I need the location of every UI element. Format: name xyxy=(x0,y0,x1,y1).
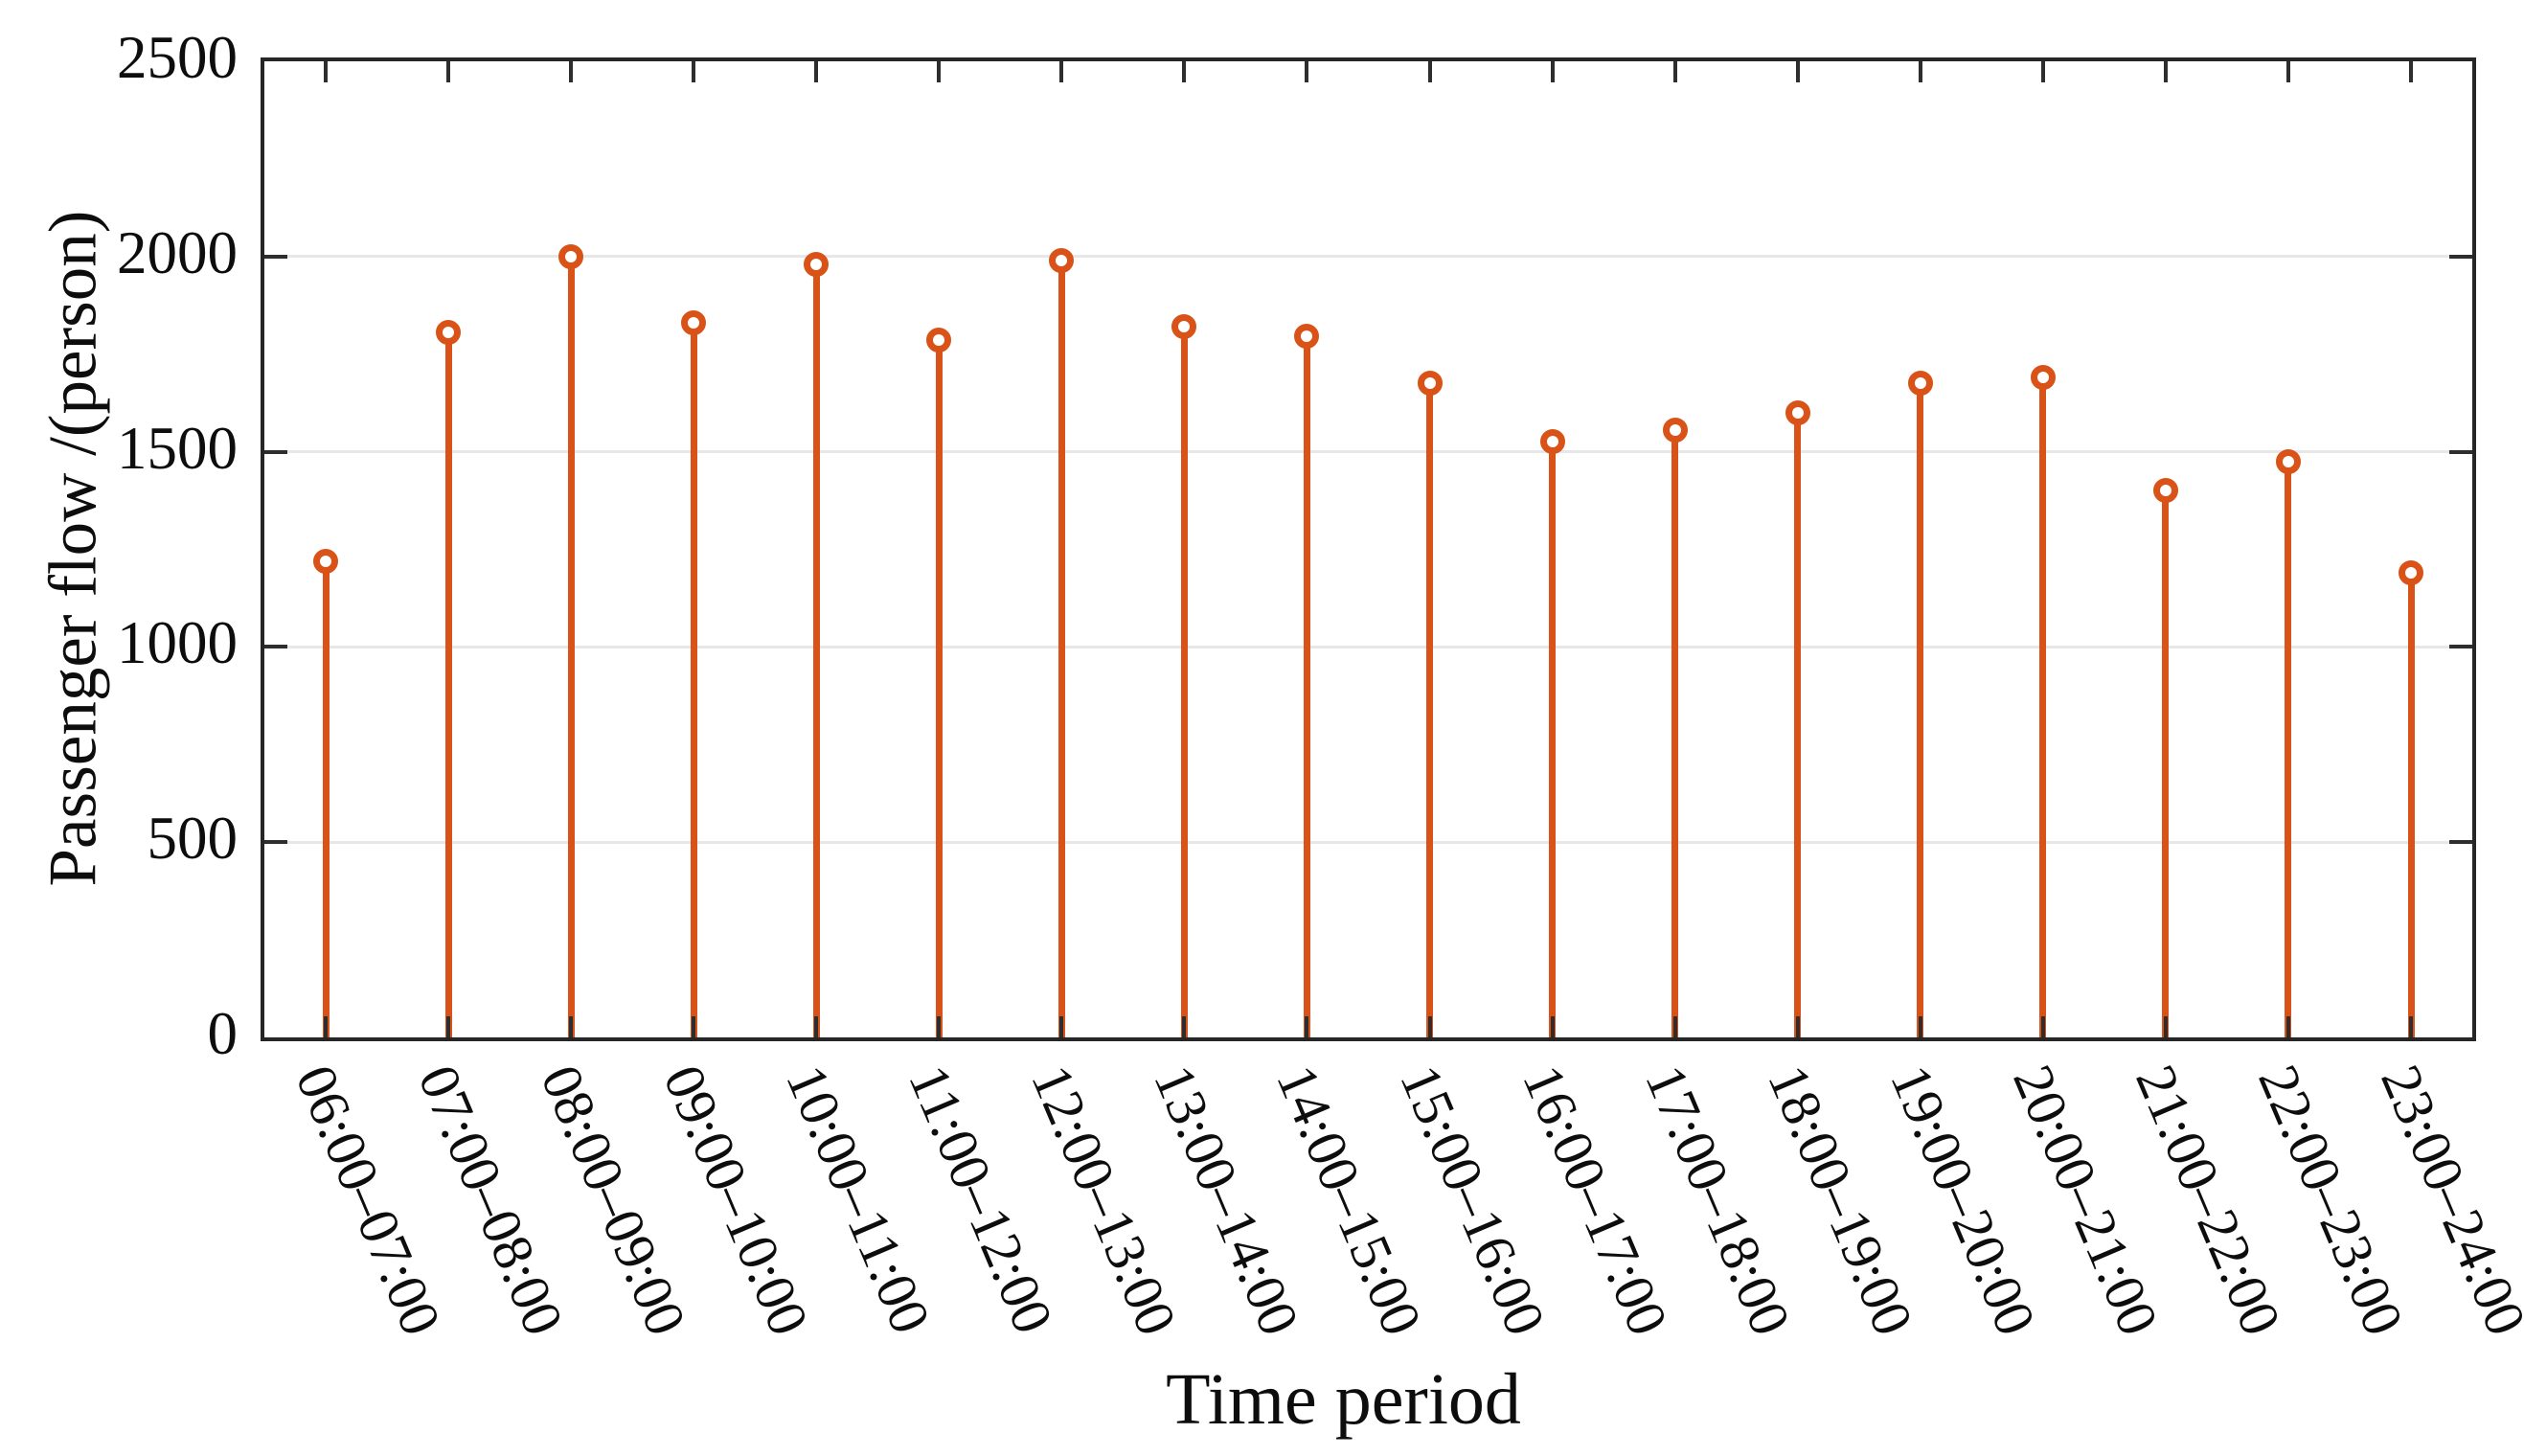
x-tick-bottom xyxy=(1427,1016,1432,1037)
stem-marker xyxy=(681,310,707,336)
gridline-500 xyxy=(264,840,2472,844)
stem-marker xyxy=(2030,365,2056,391)
x-tick-bottom xyxy=(2163,1016,2168,1037)
stem xyxy=(1549,442,1557,1037)
x-tick-top xyxy=(814,61,819,82)
x-tick-top xyxy=(937,61,942,82)
y-tick-right-500 xyxy=(2449,840,2472,845)
x-tick-bottom xyxy=(1550,1016,1555,1037)
y-tick-left-1500 xyxy=(264,449,287,454)
stem xyxy=(812,263,820,1037)
stem xyxy=(322,560,330,1037)
stem-marker xyxy=(2152,478,2178,504)
stem-marker xyxy=(2275,448,2301,474)
y-tick-right-1500 xyxy=(2449,449,2472,454)
y-tick-label-2000: 2000 xyxy=(117,218,238,286)
stem xyxy=(935,340,943,1037)
y-tick-right-2000 xyxy=(2449,254,2472,259)
stem xyxy=(567,256,575,1037)
gridline-2000 xyxy=(264,255,2472,259)
x-tick-bottom xyxy=(937,1016,942,1037)
stem xyxy=(2039,377,2047,1037)
y-tick-label-2500: 2500 xyxy=(117,24,238,91)
y-tick-label-1500: 1500 xyxy=(117,414,238,482)
y-tick-left-500 xyxy=(264,840,287,845)
x-tick-top xyxy=(1182,61,1187,82)
x-tick-bottom xyxy=(2040,1016,2045,1037)
stem-marker xyxy=(1662,418,1688,444)
x-tick-bottom xyxy=(1918,1016,1922,1037)
stem-marker xyxy=(2399,559,2423,585)
y-tick-label-0: 0 xyxy=(207,1000,239,1067)
x-tick-bottom xyxy=(1182,1016,1187,1037)
x-tick-bottom xyxy=(1305,1016,1309,1037)
x-tick-top xyxy=(2040,61,2045,82)
stem xyxy=(1426,383,1434,1037)
stem-marker xyxy=(313,548,338,574)
stem-marker xyxy=(804,251,830,277)
x-tick-top xyxy=(1305,61,1309,82)
x-tick-top xyxy=(446,61,451,82)
stem xyxy=(1917,383,1924,1037)
x-tick-top xyxy=(1672,61,1677,82)
stem xyxy=(1057,260,1065,1037)
x-tick-bottom xyxy=(692,1016,696,1037)
stem-marker xyxy=(1907,371,1933,397)
x-tick-top xyxy=(1918,61,1922,82)
stem-marker xyxy=(926,328,952,353)
stem xyxy=(444,332,452,1037)
x-tick-bottom xyxy=(569,1016,574,1037)
x-tick-top xyxy=(2409,61,2413,82)
stem-marker xyxy=(1417,371,1443,397)
stem xyxy=(1794,412,1802,1037)
stem-marker xyxy=(1294,324,1320,350)
x-tick-top xyxy=(692,61,696,82)
x-tick-top xyxy=(1795,61,1800,82)
x-tick-bottom xyxy=(814,1016,819,1037)
stem xyxy=(2407,572,2415,1037)
x-tick-top xyxy=(1427,61,1432,82)
stem-marker xyxy=(558,243,584,269)
stem xyxy=(1303,336,1310,1037)
x-tick-top xyxy=(2163,61,2168,82)
x-tick-top xyxy=(1550,61,1555,82)
x-tick-top xyxy=(2285,61,2290,82)
x-tick-bottom xyxy=(324,1016,328,1037)
x-tick-bottom xyxy=(446,1016,451,1037)
x-tick-bottom xyxy=(1795,1016,1800,1037)
y-axis-label: Passenger flow /(person) xyxy=(35,210,111,887)
stem-marker xyxy=(1785,399,1810,425)
plot-area xyxy=(261,57,2476,1041)
stem-marker xyxy=(436,320,462,346)
stem-marker xyxy=(1171,314,1197,340)
x-tick-top xyxy=(324,61,328,82)
y-tick-left-1000 xyxy=(264,645,287,649)
stem-marker xyxy=(1539,429,1565,455)
stem xyxy=(1180,327,1188,1037)
stem xyxy=(690,323,697,1037)
x-tick-bottom xyxy=(2285,1016,2290,1037)
gridline-1000 xyxy=(264,645,2472,648)
x-tick-top xyxy=(569,61,574,82)
y-tick-label-500: 500 xyxy=(147,805,239,873)
stem xyxy=(2285,461,2292,1037)
stem xyxy=(2162,490,2170,1037)
x-axis-label: Time period xyxy=(1166,1359,1521,1440)
y-tick-label-1000: 1000 xyxy=(117,609,238,677)
stem xyxy=(1671,430,1679,1037)
y-tick-right-1000 xyxy=(2449,645,2472,649)
gridline-1500 xyxy=(264,450,2472,454)
x-tick-top xyxy=(1059,61,1064,82)
stem-marker xyxy=(1049,247,1075,273)
x-tick-bottom xyxy=(2409,1016,2413,1037)
y-tick-left-2000 xyxy=(264,254,287,259)
x-tick-bottom xyxy=(1059,1016,1064,1037)
x-tick-bottom xyxy=(1672,1016,1677,1037)
